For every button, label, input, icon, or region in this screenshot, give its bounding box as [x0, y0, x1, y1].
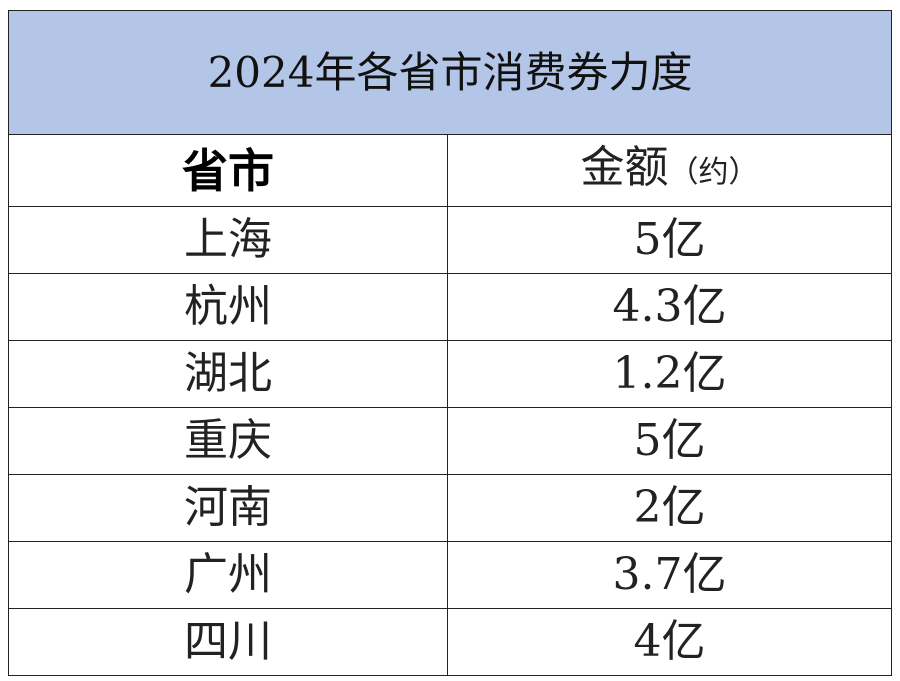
region-cell: 广州	[8, 541, 448, 609]
table-row: 杭州 4.3亿	[8, 273, 893, 341]
header-text: 金额	[580, 142, 669, 193]
table-body: 2024年各省市消费券力度 省市 金额（约） 上海 5亿 杭州 4.3亿 湖北 1.2亿重…	[7, 10, 893, 676]
amount-cell: 2亿	[446, 474, 893, 542]
amount-cell: 5亿	[446, 206, 893, 274]
amount-cell: 3.7亿	[446, 541, 893, 609]
header-cell: 省市	[8, 134, 448, 207]
table-row: 河南 2亿	[8, 474, 893, 542]
header-cell: 金额（约）	[446, 134, 893, 207]
header-note: （约）	[668, 155, 759, 190]
table-row: 湖北 1.2亿	[8, 340, 893, 408]
region-cell: 杭州	[8, 273, 448, 341]
region-cell: 重庆	[8, 407, 448, 475]
region-cell: 四川	[8, 608, 448, 676]
amount-cell: 1.2亿	[446, 340, 893, 408]
amount-cell: 4.3亿	[446, 273, 893, 341]
table-row: 上海 5亿	[8, 206, 893, 274]
header-row: 省市 金额（约）	[8, 134, 893, 207]
table-title: 2024年各省市消费券力度	[7, 10, 893, 135]
region-cell: 湖北	[8, 340, 448, 408]
table-row: 四川 4亿	[8, 608, 893, 676]
region-cell: 河南	[8, 474, 448, 542]
table-row: 重庆 5亿	[8, 407, 893, 475]
amount-cell: 4亿	[446, 608, 893, 676]
table: 2024年各省市消费券力度 省市 金额（约） 上海 5亿 杭州 4.3亿 湖北 1.2亿重…	[7, 10, 893, 676]
region-cell: 上海	[8, 206, 448, 274]
title-row: 2024年各省市消费券力度	[7, 10, 893, 135]
amount-cell: 5亿	[446, 407, 893, 475]
table-row: 广州 3.7亿	[8, 541, 893, 609]
